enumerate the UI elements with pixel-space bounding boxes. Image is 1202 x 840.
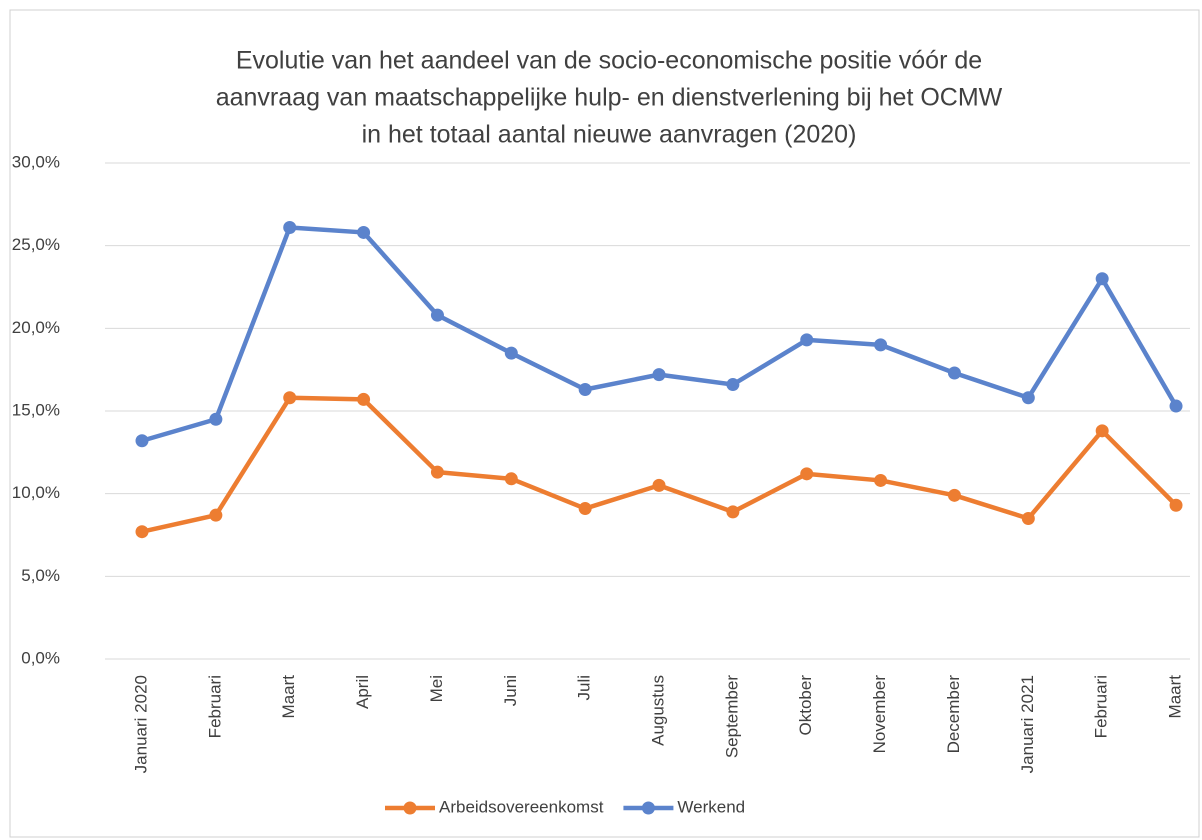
data-point xyxy=(800,333,814,347)
x-tick-label: Februari xyxy=(205,675,224,738)
data-point xyxy=(1095,424,1109,438)
x-tick-label: Februari xyxy=(1092,675,1111,738)
x-tick-label: September xyxy=(722,675,741,758)
data-point xyxy=(1169,498,1183,512)
x-tick-label: November xyxy=(870,675,889,754)
legend-label: Arbeidsovereenkomst xyxy=(439,797,604,816)
data-point xyxy=(209,412,223,426)
y-tick-label: 10,0% xyxy=(12,483,60,502)
data-point xyxy=(283,220,297,234)
data-point xyxy=(504,346,518,360)
data-point xyxy=(947,366,961,380)
x-tick-label: Januari 2020 xyxy=(131,675,150,773)
x-tick-label: Juni xyxy=(501,675,520,706)
data-point xyxy=(726,505,740,519)
x-tick-label: Juli xyxy=(575,675,594,701)
x-tick-label: Augustus xyxy=(649,675,668,746)
chart-title: aanvraag van maatschappelijke hulp- en d… xyxy=(216,84,1003,112)
legend-marker xyxy=(641,801,655,815)
data-point xyxy=(726,378,740,392)
chart-title: Evolutie van het aandeel van de socio-ec… xyxy=(236,47,982,75)
data-point xyxy=(1095,272,1109,286)
x-tick-label: Januari 2021 xyxy=(1018,675,1037,773)
data-point xyxy=(357,392,371,406)
data-point xyxy=(283,391,297,405)
data-point xyxy=(652,478,666,492)
data-point xyxy=(209,508,223,522)
x-tick-label: Mei xyxy=(427,675,446,702)
y-tick-label: 5,0% xyxy=(21,566,60,585)
data-point xyxy=(578,502,592,516)
data-point xyxy=(135,525,149,539)
legend-label: Werkend xyxy=(677,797,745,816)
x-tick-label: Maart xyxy=(1166,675,1185,719)
y-tick-label: 25,0% xyxy=(12,235,60,254)
data-point xyxy=(1169,399,1183,413)
y-tick-label: 30,0% xyxy=(12,152,60,171)
data-point xyxy=(135,434,149,448)
chart-title: in het totaal aantal nieuwe aanvragen (2… xyxy=(362,121,857,149)
data-point xyxy=(652,368,666,382)
x-tick-label: April xyxy=(353,675,372,709)
data-point xyxy=(1021,391,1035,405)
data-point xyxy=(430,465,444,479)
data-point xyxy=(357,225,371,239)
data-point xyxy=(874,473,888,487)
data-point xyxy=(578,383,592,397)
data-point xyxy=(800,467,814,481)
data-point xyxy=(504,472,518,486)
y-tick-label: 0,0% xyxy=(21,648,60,667)
x-tick-label: December xyxy=(944,675,963,754)
x-tick-label: Oktober xyxy=(796,675,815,736)
y-tick-label: 20,0% xyxy=(12,318,60,337)
data-point xyxy=(1021,511,1035,525)
legend-marker xyxy=(403,801,417,815)
data-point xyxy=(947,488,961,502)
x-tick-label: Maart xyxy=(279,675,298,719)
data-point xyxy=(430,308,444,322)
data-point xyxy=(874,338,888,352)
y-tick-label: 15,0% xyxy=(12,400,60,419)
